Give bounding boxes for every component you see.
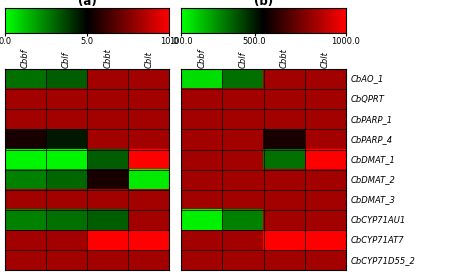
Title: (a): (a) xyxy=(78,0,97,8)
Title: (b): (b) xyxy=(254,0,273,8)
Text: CbDMAT_3: CbDMAT_3 xyxy=(351,195,396,205)
Text: CbCYP71D55_2: CbCYP71D55_2 xyxy=(351,256,416,265)
Text: CbDMAT_1: CbDMAT_1 xyxy=(351,155,396,164)
Text: CbCYP71AT7: CbCYP71AT7 xyxy=(351,236,405,245)
Text: CbPARP_4: CbPARP_4 xyxy=(351,135,393,144)
Text: CbPARP_1: CbPARP_1 xyxy=(351,115,393,124)
Text: CbQPRT: CbQPRT xyxy=(351,95,385,104)
Text: CbAO_1: CbAO_1 xyxy=(351,75,384,84)
Text: CbCYP71AU1: CbCYP71AU1 xyxy=(351,216,406,225)
Text: CbDMAT_2: CbDMAT_2 xyxy=(351,175,396,184)
